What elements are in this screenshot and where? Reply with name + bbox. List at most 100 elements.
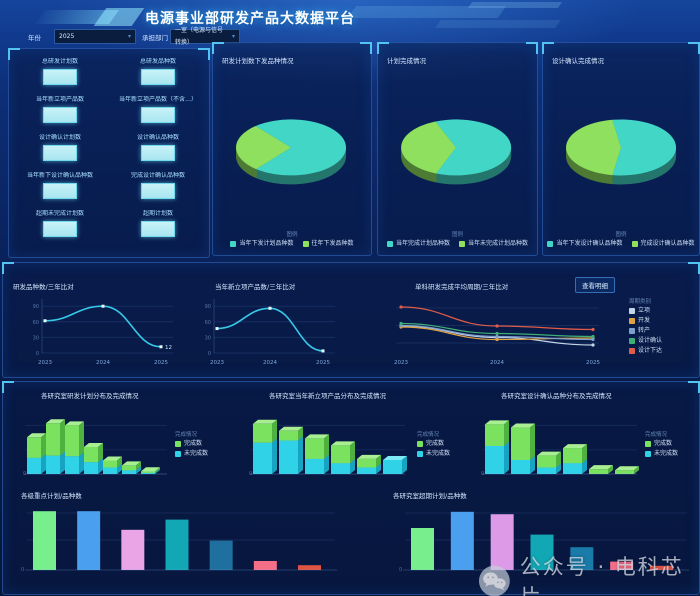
bar3d-legend: 完成情况 完成数 未完成数 bbox=[417, 432, 451, 458]
stat-value-box bbox=[43, 69, 77, 85]
svg-text:0: 0 bbox=[399, 567, 402, 573]
svg-text:90: 90 bbox=[205, 304, 211, 310]
legend-swatch bbox=[629, 338, 635, 344]
stat-card: 当年新下设计确认品种数 bbox=[11, 172, 109, 210]
dept-filter-label: 承担部门 bbox=[142, 34, 168, 42]
line-chart: 0 30 60 90 2023 2024 2025 12 bbox=[27, 293, 177, 367]
line-chart-title: 单科研发完成平均周期/三年比对 bbox=[415, 283, 509, 291]
legend-item: 设计确认 bbox=[629, 337, 695, 345]
legend-swatch bbox=[175, 451, 181, 457]
pie-title: 设计确认完成情况 bbox=[552, 57, 604, 65]
legend-item: 完成数 bbox=[645, 440, 678, 448]
svg-text:0: 0 bbox=[21, 567, 24, 573]
stat-card: 当年新立项产品数 bbox=[11, 96, 109, 134]
bar3d-legend: 完成情况 完成数 未完成数 bbox=[175, 432, 209, 457]
stat-label: 完成设计确认品种数 bbox=[130, 172, 185, 179]
dept-select[interactable]: 一室（电源与信号转换） ▾ bbox=[170, 27, 240, 46]
stat-label: 超期计划数 bbox=[142, 210, 173, 217]
legend-swatch bbox=[459, 241, 465, 247]
pie-chart bbox=[547, 69, 695, 217]
svg-text:30: 30 bbox=[33, 335, 39, 341]
legend-swatch bbox=[629, 308, 635, 314]
stat-value-box bbox=[43, 107, 77, 123]
view-detail-button[interactable]: 查看明细 bbox=[575, 277, 615, 293]
legend-item: 当年完成计划品种数 bbox=[386, 240, 450, 248]
bar3d-chart: 0 bbox=[23, 408, 173, 482]
legend-swatch bbox=[629, 348, 635, 354]
bar-chart: 0 bbox=[11, 502, 343, 590]
line-chart: 0 30 60 90 2023 2024 2025 bbox=[199, 293, 339, 367]
line-chart-title: 当年新立项产品数/三年比对 bbox=[215, 283, 296, 291]
stat-value-box bbox=[43, 145, 77, 161]
legend-item: 完成设计确认品种数 bbox=[631, 240, 695, 248]
year-select[interactable]: 2025 ▾ bbox=[54, 29, 136, 44]
legend-item: 完成数 bbox=[175, 440, 208, 448]
svg-text:0: 0 bbox=[23, 471, 26, 477]
bar-chart-title: 各级重点计划/品种数 bbox=[21, 492, 82, 500]
pie-chart bbox=[382, 69, 530, 217]
legend-item: 未完成数 bbox=[417, 450, 450, 458]
svg-text:0: 0 bbox=[481, 471, 484, 477]
stat-label: 总研发计划数 bbox=[41, 58, 78, 65]
legend-swatch bbox=[302, 241, 309, 247]
year-select-value: 2025 bbox=[59, 32, 75, 40]
legend-item: 设计下达 bbox=[629, 347, 695, 355]
stat-label: 当年新立项产品数（不含…） bbox=[118, 96, 197, 103]
header-decoration bbox=[467, 2, 563, 8]
svg-text:90: 90 bbox=[33, 304, 39, 310]
stat-card: 超期计划数 bbox=[109, 210, 207, 248]
stat-label: 设计确认计划数 bbox=[38, 134, 81, 141]
dept-select-value: 一室（电源与信号转换） bbox=[175, 26, 224, 46]
svg-text:2024: 2024 bbox=[490, 360, 504, 366]
multiline-legend: 周期类别 立项 开发 转产 设计确认 设计下达 bbox=[629, 297, 695, 355]
legend-item: 开发 bbox=[629, 317, 695, 325]
svg-text:0: 0 bbox=[249, 471, 252, 477]
stat-label: 当年新下设计确认品种数 bbox=[26, 172, 93, 179]
header-decoration bbox=[435, 20, 561, 28]
bar3d-chart: 0 bbox=[249, 408, 411, 482]
legend-item: 当年下发计划品种数 bbox=[230, 240, 294, 248]
stats-grid: 总研发计划数 总研发品种数 当年新立项产品数 当年新立项产品数（不含…） 设计确… bbox=[11, 58, 207, 248]
pie-panel-design-confirm: 设计确认完成情况 图例 当年下发设计确认品种数 完成设计确认品种数 bbox=[542, 42, 700, 256]
stat-value-box bbox=[43, 183, 77, 199]
pie-legend: 图例 当年下发设计确认品种数 完成设计确认品种数 bbox=[543, 230, 699, 248]
stat-card: 总研发品种数 bbox=[109, 58, 207, 96]
legend-swatch bbox=[547, 241, 554, 247]
year-filter-label: 年份 bbox=[28, 34, 41, 42]
stat-label: 总研发品种数 bbox=[139, 58, 176, 65]
pie-title: 计划完成情况 bbox=[387, 57, 426, 65]
legend-item: 当年下发设计确认品种数 bbox=[547, 240, 623, 248]
legend-item: 未完成数 bbox=[645, 450, 678, 458]
svg-text:2023: 2023 bbox=[394, 360, 408, 366]
svg-text:2023: 2023 bbox=[210, 360, 224, 366]
stat-value-box bbox=[141, 183, 175, 199]
stat-card: 当年新立项产品数（不含…） bbox=[109, 96, 207, 134]
legend-item: 立项 bbox=[629, 307, 695, 315]
bar3d-chart: 0 bbox=[481, 408, 643, 482]
multiline-chart: 2023 2024 2025 bbox=[387, 293, 603, 367]
svg-text:0: 0 bbox=[36, 351, 39, 357]
legend-swatch bbox=[645, 451, 651, 457]
stat-label: 超期未完成计划数 bbox=[35, 210, 84, 217]
pie-panel-plan-issue: 研发计划数下发品种情况 图例 当年下发计划品种数 往年下发品种数 bbox=[212, 42, 372, 256]
svg-text:2025: 2025 bbox=[154, 360, 168, 366]
pie-panel-plan-completion: 计划完成情况 图例 当年完成计划品种数 当年未完成计划品种数 bbox=[377, 42, 538, 256]
stat-card: 超期未完成计划数 bbox=[11, 210, 109, 248]
legend-swatch bbox=[417, 451, 423, 457]
stat-label: 设计确认品种数 bbox=[136, 134, 179, 141]
svg-text:2024: 2024 bbox=[96, 360, 110, 366]
pie-legend: 图例 当年下发计划品种数 往年下发品种数 bbox=[213, 230, 371, 248]
legend-swatch bbox=[386, 241, 393, 247]
watermark-text: 公众号 · 电科芯片 bbox=[519, 555, 684, 596]
trend-panel: 研发品种数/三年比对 当年新立项产品数/三年比对 单科研发完成平均周期/三年比对… bbox=[2, 262, 700, 378]
stat-label: 当年新立项产品数 bbox=[35, 96, 84, 103]
legend-swatch bbox=[629, 328, 635, 334]
legend-swatch bbox=[629, 318, 635, 324]
svg-text:2025: 2025 bbox=[316, 360, 330, 366]
svg-text:12: 12 bbox=[165, 345, 172, 351]
stat-value-box bbox=[141, 69, 175, 85]
stats-panel: 总研发计划数 总研发品种数 当年新立项产品数 当年新立项产品数（不含…） 设计确… bbox=[8, 48, 210, 258]
stat-card: 设计确认计划数 bbox=[11, 134, 109, 172]
wechat-icon bbox=[478, 565, 510, 596]
